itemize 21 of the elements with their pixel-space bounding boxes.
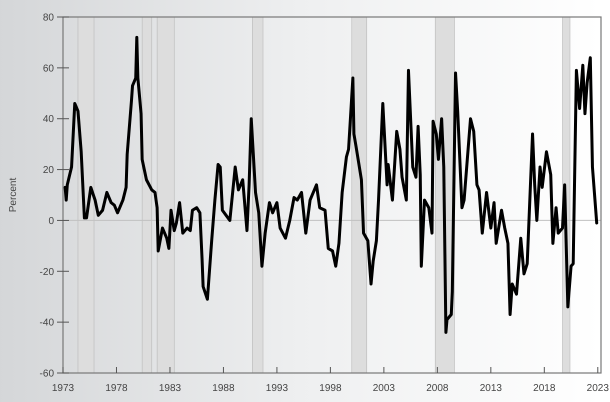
y-tick-label: 0 — [48, 216, 54, 227]
line-series — [64, 36, 598, 334]
y-tick-label: 20 — [42, 165, 54, 176]
x-tick-label: 1973 — [52, 383, 75, 394]
x-tick-label: 2003 — [372, 383, 396, 394]
x-tick-label: 1983 — [158, 383, 182, 394]
y-tick-label: 60 — [42, 63, 54, 74]
x-tick-label: 1993 — [266, 383, 288, 394]
x-tick-label: 2023 — [586, 383, 610, 394]
y-tick-label: -40 — [40, 318, 54, 329]
y-tick-label: 80 — [42, 12, 54, 24]
y-axis-title: Percent — [8, 178, 19, 212]
y-tick-label: -60 — [40, 368, 54, 380]
x-tick-label: 2008 — [426, 383, 449, 394]
x-tick-label: 1988 — [212, 383, 235, 394]
y-tick-label: 40 — [42, 114, 54, 126]
x-tick-label: 2013 — [480, 383, 502, 394]
y-tick-label: -20 — [40, 266, 54, 278]
x-tick-label: 1998 — [319, 383, 342, 394]
x-tick-label: 2018 — [533, 383, 556, 394]
x-tick-label: 1978 — [105, 383, 128, 394]
